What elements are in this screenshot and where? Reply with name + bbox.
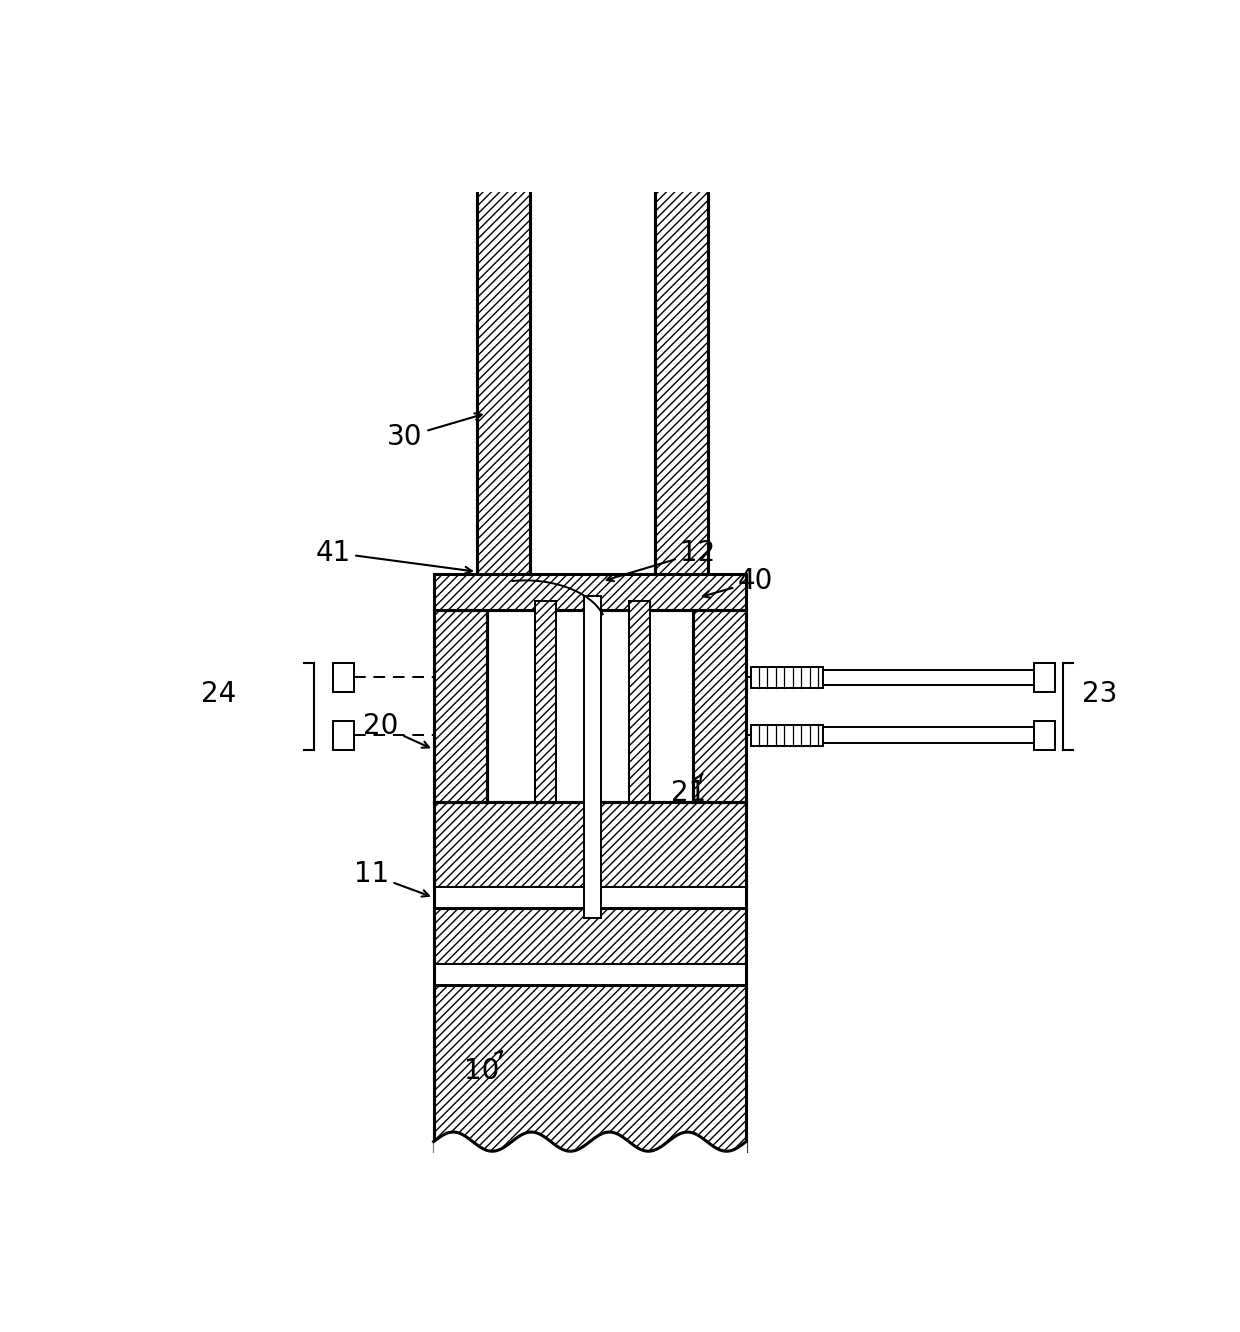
Bar — [486, 610, 693, 802]
Bar — [751, 667, 823, 689]
Text: 30: 30 — [387, 413, 481, 452]
Bar — [584, 595, 601, 918]
Bar — [434, 610, 486, 802]
Bar — [434, 887, 746, 908]
Text: 21: 21 — [671, 774, 706, 807]
Text: 23: 23 — [1083, 679, 1117, 707]
Text: 40: 40 — [703, 567, 774, 598]
Bar — [434, 802, 746, 887]
Text: 12: 12 — [606, 538, 715, 581]
Bar — [655, 182, 708, 581]
Text: 20: 20 — [363, 711, 429, 747]
Text: 41: 41 — [315, 538, 472, 574]
Text: 10: 10 — [464, 1051, 502, 1086]
Bar — [434, 908, 746, 964]
Bar — [693, 610, 746, 802]
Bar — [823, 727, 1034, 743]
Bar — [629, 601, 650, 802]
Bar — [434, 574, 746, 610]
Bar — [477, 182, 529, 581]
Bar — [434, 964, 746, 984]
Bar — [534, 601, 556, 802]
Bar — [434, 984, 746, 1154]
Text: 24: 24 — [201, 679, 237, 707]
Bar — [1034, 721, 1055, 750]
Bar — [823, 670, 1034, 685]
Bar — [434, 802, 746, 1154]
Bar — [1034, 663, 1055, 691]
Bar — [332, 721, 353, 750]
Bar — [529, 182, 655, 581]
Bar — [751, 725, 823, 746]
Bar — [332, 663, 353, 691]
Text: 11: 11 — [353, 860, 429, 896]
